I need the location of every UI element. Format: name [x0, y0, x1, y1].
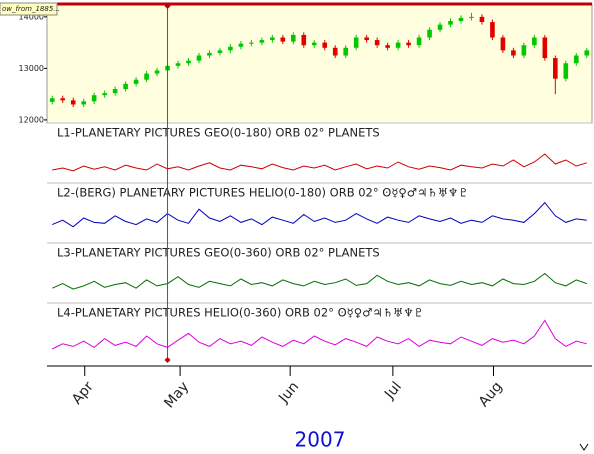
plot-background: [46, 3, 593, 124]
candle-body: [437, 24, 443, 30]
candle-body: [563, 63, 569, 79]
candle-body: [385, 45, 390, 48]
candle-body: [427, 29, 432, 38]
candle-body: [123, 83, 128, 89]
candle-body: [270, 37, 275, 41]
label-box-text: ow_from_1885...: [2, 5, 60, 13]
cursor-marker: [164, 357, 171, 363]
candle-body: [322, 42, 328, 48]
candle-body: [102, 93, 107, 96]
candle-body: [532, 37, 537, 46]
indicator-line: [52, 153, 587, 172]
candle-body: [584, 50, 590, 56]
candle-body: [416, 37, 422, 46]
indicator-line: [51, 272, 587, 290]
candle-body: [490, 22, 495, 38]
candle-body: [60, 98, 66, 101]
candle-body: [290, 34, 296, 42]
candle-body: [217, 50, 223, 53]
candle-body: [500, 37, 506, 51]
panel-title: L2-(BERG) PLANETARY PICTURES HELIO(0-180…: [57, 186, 469, 200]
candle-body: [112, 89, 118, 94]
candle-body: [542, 37, 548, 59]
candle-body: [280, 37, 286, 42]
candle-body: [301, 34, 307, 46]
candle-body: [238, 43, 244, 47]
scroll-down[interactable]: [579, 443, 589, 451]
candle-body: [521, 45, 527, 56]
indicator-line: [52, 201, 587, 228]
label-box: [0, 2, 58, 16]
candle-body: [469, 16, 474, 18]
candle-body: [133, 79, 139, 84]
candle-body: [70, 100, 76, 105]
candle-body: [395, 42, 401, 48]
indicator-line: [51, 319, 587, 350]
candle-body: [81, 101, 86, 105]
candle-body: [573, 55, 579, 64]
candle-body: [448, 21, 453, 25]
candle-body: [343, 47, 349, 56]
candle-body: [249, 42, 254, 44]
y-tick-label: 12000: [19, 115, 44, 124]
candle-body: [479, 16, 485, 23]
cursor-marker: [164, 3, 171, 9]
panel-title: L4-PLANETARY PICTURES HELIO(0-360) ORB 0…: [57, 306, 424, 320]
candle-body: [553, 58, 558, 79]
candle-body: [175, 63, 181, 66]
candle-body: [311, 42, 317, 46]
candle-body: [353, 37, 359, 48]
candle-body: [332, 47, 338, 56]
candle-body: [49, 98, 55, 102]
candle-body: [154, 70, 160, 74]
panel-title: L1-PLANETARY PICTURES GEO(0-180) ORB 02°…: [57, 126, 380, 140]
candle-body: [144, 73, 149, 80]
candle-body: [374, 40, 380, 46]
x-axis-title: 2007: [295, 428, 346, 452]
candle-body: [207, 52, 212, 56]
y-tick-label: 14000: [19, 12, 44, 21]
candle-body: [364, 37, 369, 41]
candle-body: [406, 42, 411, 46]
candle-body: [458, 17, 464, 21]
candle-body: [91, 95, 97, 102]
candle-body: [259, 40, 265, 43]
candle-body: [228, 46, 233, 51]
candle-body: [511, 50, 516, 56]
candle-body: [196, 55, 202, 61]
candle-body: [186, 60, 191, 64]
panel-title: L3-PLANETARY PICTURES GEO(0-360) ORB 02°…: [57, 246, 380, 260]
y-tick-label: 13000: [19, 64, 44, 73]
